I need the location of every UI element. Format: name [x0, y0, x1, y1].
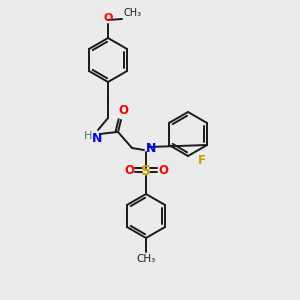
Text: O: O	[124, 164, 134, 176]
Text: N: N	[92, 132, 102, 145]
Text: S: S	[141, 164, 151, 178]
Text: CH₃: CH₃	[136, 254, 156, 264]
Text: H: H	[84, 131, 92, 141]
Text: N: N	[146, 142, 156, 155]
Text: O: O	[118, 104, 128, 117]
Text: O: O	[103, 13, 113, 23]
Text: F: F	[198, 154, 206, 167]
Text: O: O	[158, 164, 168, 176]
Text: CH₃: CH₃	[123, 8, 141, 18]
